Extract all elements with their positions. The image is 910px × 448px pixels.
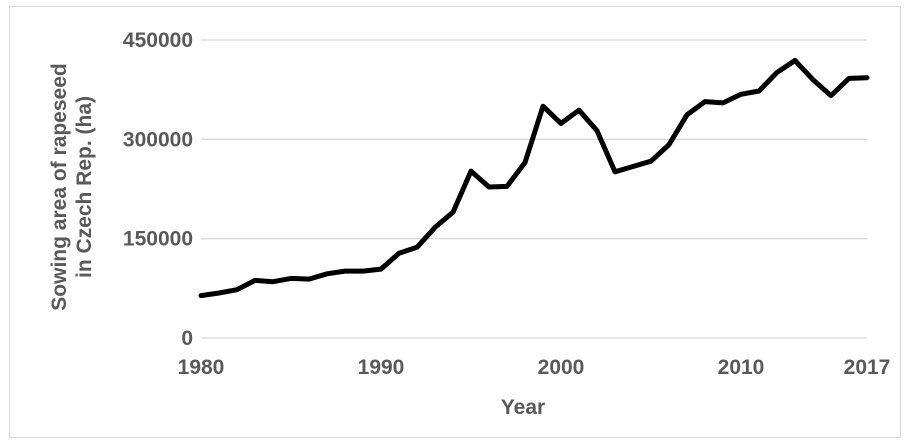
- y-tick-label: 0: [181, 327, 193, 350]
- y-tick-label: 450000: [123, 29, 193, 52]
- x-axis-ticks: 1980 1990 2000 2010 2017: [178, 356, 891, 379]
- x-tick-label: 2017: [844, 356, 891, 379]
- chart-frame: [9, 6, 901, 438]
- x-tick-label: 2010: [718, 356, 765, 379]
- y-axis-ticks: 0 150000 300000 450000: [123, 29, 193, 350]
- x-tick-label: 1990: [358, 356, 405, 379]
- x-tick-label: 2000: [538, 356, 585, 379]
- y-tick-label: 150000: [123, 228, 193, 251]
- y-axis-title-line-1: Sowing area of rapeseed: [48, 63, 71, 310]
- series-line: [198, 58, 870, 299]
- y-tick-label: 300000: [123, 128, 193, 151]
- x-axis-title: Year: [501, 396, 545, 419]
- y-axis-title: Sowing area of rapeseed in Czech Rep. (ha…: [48, 63, 96, 310]
- y-axis-title-line-2: in Czech Rep. (ha): [73, 96, 96, 278]
- x-tick-label: 1980: [178, 356, 225, 379]
